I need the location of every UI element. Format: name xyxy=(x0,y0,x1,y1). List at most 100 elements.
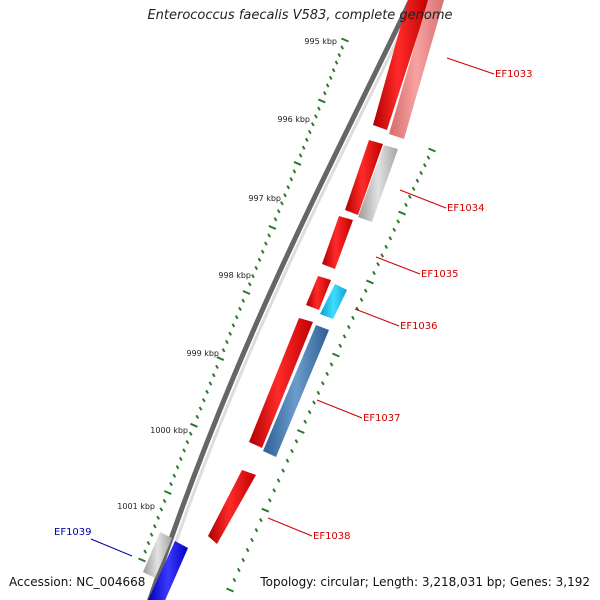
outer-scale-major-tick xyxy=(190,422,198,428)
inner-scale-major-tick xyxy=(428,147,436,153)
inner-scale-minor-tick xyxy=(415,178,420,183)
outer-scale-minor-tick xyxy=(149,532,154,537)
tick-label-1001: 1001 kbp xyxy=(117,502,155,511)
feature-ef1039-blue[interactable] xyxy=(148,541,188,600)
inner-scale-major-tick xyxy=(366,279,374,285)
feature-ef1037-steel[interactable] xyxy=(263,325,329,457)
outer-scale-major-tick xyxy=(216,356,225,362)
outer-scale-minor-tick xyxy=(175,465,180,470)
outer-scale-minor-tick xyxy=(257,257,262,262)
gene-label-ef1039[interactable]: EF1039 xyxy=(54,527,92,538)
inner-scale-minor-tick xyxy=(250,537,254,543)
outer-scale-minor-tick xyxy=(238,306,242,312)
inner-scale-minor-tick xyxy=(376,262,380,267)
outer-scale-minor-tick xyxy=(254,265,259,271)
outer-scale-minor-tick xyxy=(280,201,284,206)
feature-ef1033-pale[interactable] xyxy=(389,0,444,139)
outer-scale-minor-tick xyxy=(228,331,232,336)
inner-scale-major-tick xyxy=(261,507,270,513)
tick-label-998: 998 kbp xyxy=(218,271,251,280)
outer-scale-minor-tick xyxy=(247,282,252,287)
inner-scale-major-tick xyxy=(332,352,340,358)
outer-scale-minor-tick xyxy=(198,406,203,411)
outer-scale-minor-tick xyxy=(292,169,297,174)
inner-scale-minor-tick xyxy=(290,448,294,454)
gene-label-ef1035[interactable]: EF1035 xyxy=(421,269,459,280)
map-title: Enterococcus faecalis V583, complete gen… xyxy=(147,8,453,23)
outer-scale-minor-tick xyxy=(208,381,213,386)
outer-scale-minor-tick xyxy=(322,91,327,96)
cds-ef1034-forward[interactable] xyxy=(345,140,383,215)
outer-scale-minor-tick xyxy=(264,241,268,246)
inner-scale-minor-tick xyxy=(419,170,423,176)
tick-label-999: 999 kbp xyxy=(186,349,219,358)
inner-scale-minor-tick xyxy=(407,194,412,199)
inner-scale-minor-tick xyxy=(259,517,263,523)
inner-scale-minor-tick xyxy=(396,219,401,224)
outer-scale-minor-tick xyxy=(276,209,281,214)
cds-ef1036-forward[interactable] xyxy=(306,276,331,310)
outer-scale-minor-tick xyxy=(152,524,157,529)
outer-scale-minor-tick xyxy=(337,52,342,58)
inner-scale-minor-tick xyxy=(320,381,325,386)
accession-text: Accession: NC_004668 xyxy=(9,575,146,589)
inner-scale-minor-tick xyxy=(342,334,347,339)
gene-label-ef1033[interactable]: EF1033 xyxy=(495,69,533,80)
gene-label-ef1038[interactable]: EF1038 xyxy=(313,531,351,542)
inner-scale-minor-tick xyxy=(338,343,343,348)
outer-scale-minor-tick xyxy=(340,45,345,50)
outer-scale-minor-tick xyxy=(310,122,315,127)
outer-scale-minor-tick xyxy=(241,298,246,303)
outer-scale-minor-tick xyxy=(283,193,287,198)
feature-track xyxy=(143,0,444,600)
inner-scale-major-tick xyxy=(398,210,406,216)
outer-scale-minor-tick xyxy=(328,75,333,81)
gene-label-ef1034[interactable]: EF1034 xyxy=(447,203,485,214)
outer-scale-minor-tick xyxy=(201,398,206,403)
inner-scale-minor-tick xyxy=(241,557,246,563)
outer-scale-minor-tick xyxy=(169,481,173,487)
outer-scale-minor-tick xyxy=(298,153,303,158)
feature-ef1036-cyan[interactable] xyxy=(320,284,347,319)
genome-backbone xyxy=(147,0,419,600)
inner-scale-minor-tick xyxy=(232,577,237,583)
cds-ef1037-forward[interactable] xyxy=(249,318,313,448)
inner-scale-minor-tick xyxy=(276,478,281,483)
outer-scale-minor-tick xyxy=(156,515,160,520)
outer-scale-minor-tick xyxy=(307,129,312,135)
kbp-scale-labels: 995 kbp 996 kbp 997 kbp 998 kbp 999 kbp … xyxy=(117,37,337,511)
outer-scale-minor-tick xyxy=(314,114,318,119)
outer-scale-minor-tick xyxy=(178,456,183,462)
outer-scale-major-tick xyxy=(293,160,302,166)
outer-scale-minor-tick xyxy=(205,389,209,395)
scale-ticks xyxy=(138,37,436,593)
outer-scale-minor-tick xyxy=(331,68,336,73)
inner-scale-minor-tick xyxy=(236,567,241,573)
feature-ef1039-gray[interactable] xyxy=(143,532,172,578)
inner-scale-minor-tick xyxy=(303,419,308,424)
outer-scale-minor-tick xyxy=(251,273,255,279)
cds-ef1038-forward[interactable] xyxy=(208,470,256,544)
outer-scale-minor-tick xyxy=(172,473,177,478)
tick-label-1000: 1000 kbp xyxy=(150,426,188,435)
inner-scale-minor-tick xyxy=(380,253,385,258)
outer-scale-minor-tick xyxy=(182,448,186,453)
outer-scale-minor-tick xyxy=(162,498,167,504)
inner-scale-minor-tick xyxy=(325,371,330,377)
cds-ef1033-forward[interactable] xyxy=(373,0,429,130)
inner-scale-minor-tick xyxy=(392,227,397,232)
gene-label-ef1037[interactable]: EF1037 xyxy=(363,413,401,424)
inner-scale-minor-tick xyxy=(359,297,364,302)
gene-label-ef1036[interactable]: EF1036 xyxy=(400,321,438,332)
outer-scale-minor-tick xyxy=(188,431,193,436)
outer-scale-minor-tick xyxy=(225,339,229,345)
inner-scale-minor-tick xyxy=(363,288,368,293)
cds-ef1035-forward[interactable] xyxy=(322,216,353,269)
outer-scale-major-tick xyxy=(317,98,326,104)
inner-scale-minor-tick xyxy=(384,244,389,250)
inner-scale-major-tick xyxy=(226,587,234,593)
outer-scale-minor-tick xyxy=(215,364,219,370)
feature-ef1034-gray[interactable] xyxy=(358,145,398,222)
